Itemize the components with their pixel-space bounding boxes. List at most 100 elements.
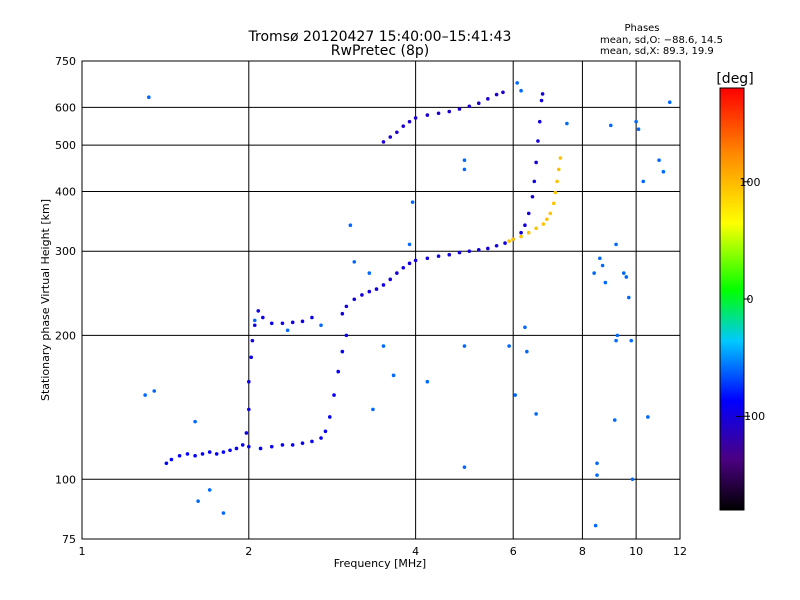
data-point: [621, 271, 626, 275]
data-point: [221, 511, 226, 515]
data-point: [657, 158, 661, 163]
data-point: [413, 116, 418, 120]
chart-subtitle: RwPretec (8p): [331, 43, 429, 59]
data-point: [555, 179, 559, 184]
data-point: [319, 436, 323, 440]
data-point: [240, 443, 245, 447]
data-point: [319, 323, 323, 328]
data-point: [407, 119, 412, 124]
data-point: [634, 119, 638, 124]
data-point: [457, 250, 462, 255]
data-point: [565, 121, 569, 126]
data-point: [249, 355, 254, 360]
chart-title: Tromsø 20120427 15:40:00–15:41:43: [248, 29, 512, 45]
data-point: [381, 283, 386, 287]
data-point: [256, 309, 261, 313]
data-point: [290, 320, 295, 325]
data-point: [641, 179, 646, 184]
data-point: [252, 323, 257, 328]
data-point: [530, 194, 535, 199]
data-point: [612, 418, 617, 422]
x-tick-label: 1: [79, 545, 86, 558]
y-axis-label: Stationary phase Virtual Height [km]: [39, 199, 52, 401]
data-point: [462, 158, 467, 163]
data-point: [608, 123, 613, 128]
data-point: [630, 477, 635, 482]
data-point: [344, 333, 349, 338]
data-point: [624, 275, 629, 279]
data-point: [221, 450, 226, 454]
data-point: [603, 280, 608, 285]
data-point: [177, 453, 182, 458]
y-axis-ticks: 75 100 200 300 400 500 600 750: [55, 55, 76, 546]
data-point: [447, 252, 452, 257]
x-tick-label: 8: [579, 545, 586, 558]
series: [244, 309, 314, 435]
data-point: [503, 241, 507, 245]
x-axis-ticks: 1 2 4 6 8 10 12: [79, 545, 688, 558]
data-point: [348, 223, 353, 228]
data-point: [401, 265, 406, 270]
series: [164, 333, 349, 466]
data-point: [352, 260, 357, 264]
data-point: [371, 407, 375, 412]
data-point: [196, 499, 200, 503]
data-point: [261, 315, 265, 320]
y-tick-label: 100: [55, 473, 76, 486]
data-point: [534, 160, 538, 165]
y-tick-label: 750: [55, 55, 76, 68]
data-point: [534, 412, 538, 416]
data-point: [228, 448, 232, 453]
data-point: [595, 473, 599, 477]
y-tick-label: 300: [55, 245, 76, 258]
data-point: [401, 124, 406, 128]
data-point: [545, 217, 549, 222]
data-point: [519, 88, 523, 93]
x-tick-label: 6: [510, 545, 517, 558]
series: [143, 81, 672, 528]
data-point: [300, 319, 305, 324]
data-point: [519, 234, 523, 239]
data-point: [391, 373, 396, 378]
y-tick-label: 75: [62, 533, 76, 546]
data-point: [540, 92, 545, 96]
data-point: [147, 95, 151, 99]
data-point: [598, 256, 602, 261]
data-point: [513, 393, 517, 397]
data-point: [285, 328, 290, 333]
data-point: [476, 248, 481, 252]
data-point: [269, 444, 274, 449]
data-point: [532, 179, 537, 184]
colorbar-label: [deg]: [716, 71, 753, 87]
data-point: [486, 97, 490, 101]
data-point: [200, 452, 205, 456]
data-point: [457, 107, 462, 111]
x-tick-label: 2: [245, 545, 252, 558]
stats-line-o: mean, sd,O: −88.6, 14.5: [600, 35, 723, 46]
data-point: [436, 111, 441, 116]
data-point: [323, 429, 328, 434]
y-tick-label: 400: [55, 185, 76, 198]
data-point: [462, 465, 467, 469]
data-point: [537, 119, 542, 124]
data-point: [511, 237, 515, 241]
data-point: [193, 419, 197, 424]
data-point: [395, 130, 399, 135]
data-point: [626, 295, 631, 300]
data-point: [340, 311, 345, 316]
data-point: [515, 81, 519, 85]
data-point: [374, 287, 379, 291]
data-point: [152, 389, 157, 393]
data-point: [646, 415, 650, 419]
data-point: [327, 415, 332, 419]
data-point: [600, 263, 605, 268]
x-tick-label: 10: [629, 545, 643, 558]
data-point: [367, 289, 372, 294]
data-point: [381, 344, 386, 348]
data-point: [367, 271, 372, 275]
stats-line-x: mean, sd,X: 89.3, 19.9: [600, 46, 714, 57]
data-point: [425, 256, 430, 261]
data-point: [388, 277, 393, 282]
data-point: [507, 344, 511, 348]
